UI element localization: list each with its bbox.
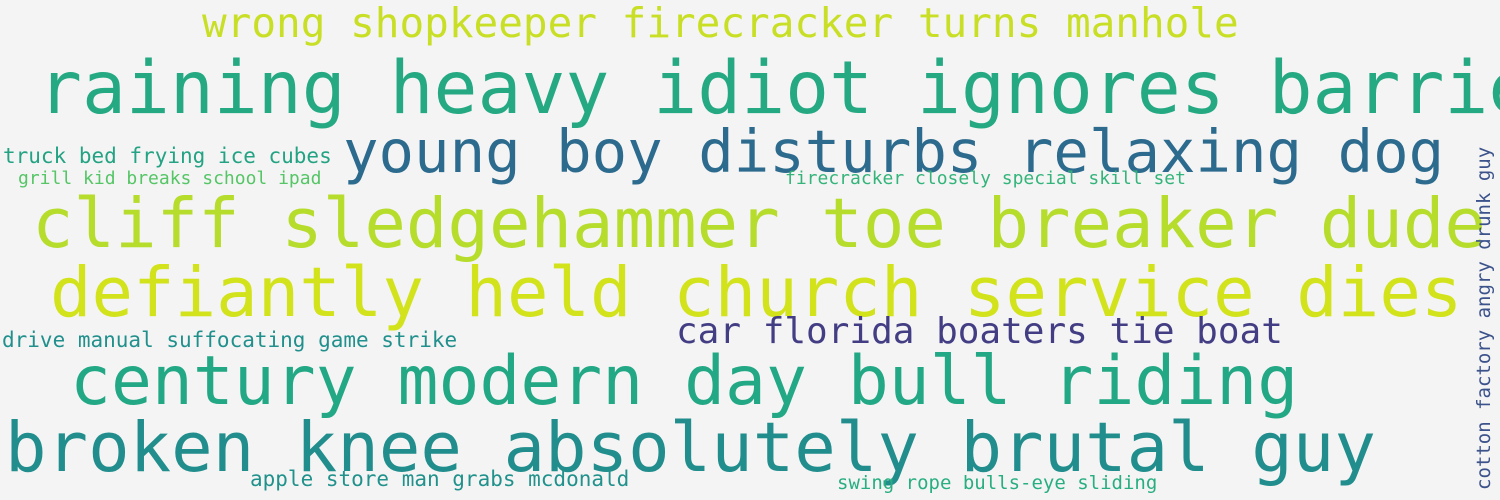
phrase-truck-bed: truck bed frying ice cubes	[3, 144, 332, 168]
phrase-grill-kid: grill kid breaks school ipad	[18, 168, 322, 189]
phrase-car-florida: car florida boaters tie boat	[676, 311, 1283, 352]
phrase-broken-knee: broken knee absolutely brutal guy	[5, 408, 1376, 488]
phrase-apple-store: apple store man grabs mcdonald	[250, 467, 630, 491]
phrase-cotton-factory: cotton factory angry drunk guy	[1473, 146, 1495, 490]
phrase-raining-heavy: raining heavy idiot ignores barriers	[38, 46, 1500, 131]
phrase-century-modern: century modern day bull riding	[70, 342, 1299, 421]
phrase-drive-manual: drive manual suffocating game strike	[2, 328, 458, 352]
phrase-swing-rope: swing rope bulls-eye sliding	[837, 472, 1158, 494]
phrase-cliff-sledgehammer: cliff sledgehammer toe breaker dude	[32, 184, 1486, 264]
phrase-wrong-shopkeeper: wrong shopkeeper firecracker turns manho…	[202, 0, 1239, 47]
phrase-firecracker-closely: firecracker closely special skill set	[785, 168, 1186, 189]
phrase-defiantly-held: defiantly held church service dies	[50, 253, 1463, 333]
phrase-young-boy: young boy disturbs relaxing dog	[343, 117, 1445, 186]
